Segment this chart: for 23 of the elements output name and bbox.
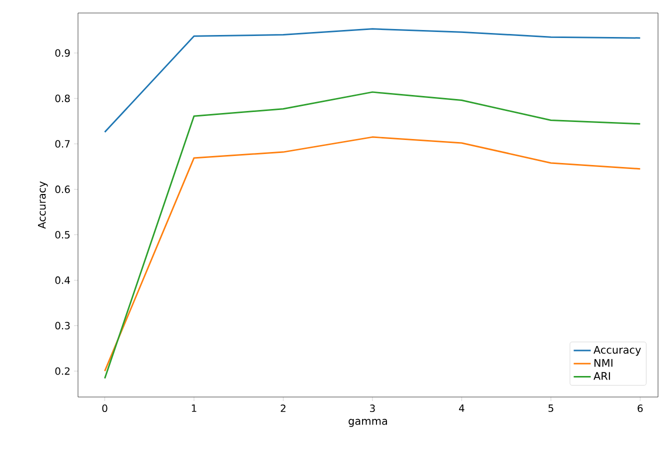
x-tick-label: 4: [459, 404, 464, 412]
y-tick-label: 0.4: [55, 276, 70, 284]
x-tick-label: 5: [548, 404, 554, 412]
line-series: [104, 136, 641, 372]
y-tick-label: 0.6: [55, 186, 70, 194]
y-tick-label: 0.2: [55, 367, 70, 375]
line-series: [104, 91, 641, 380]
x-tick-label: 1: [192, 404, 196, 412]
y-tick-label: 0.5: [55, 230, 70, 239]
x-tick-label: 2: [280, 404, 286, 412]
x-tick-label: 0: [102, 404, 108, 412]
legend-label: Accuracy: [594, 346, 641, 356]
y-tick-label: 0.8: [55, 94, 70, 102]
legend-label: ARI: [594, 372, 610, 380]
y-axis-title: Accuracy: [38, 181, 48, 229]
line-series: [104, 28, 641, 133]
legend-label: NMI: [594, 359, 612, 367]
x-tick-label: 6: [638, 404, 643, 412]
x-tick-label: 3: [370, 404, 375, 412]
y-tick-label: 0.3: [55, 322, 70, 330]
y-tick-label: 0.7: [55, 140, 70, 148]
y-tick-label: 0.9: [55, 49, 70, 57]
x-axis-title: gamma: [348, 418, 387, 427]
